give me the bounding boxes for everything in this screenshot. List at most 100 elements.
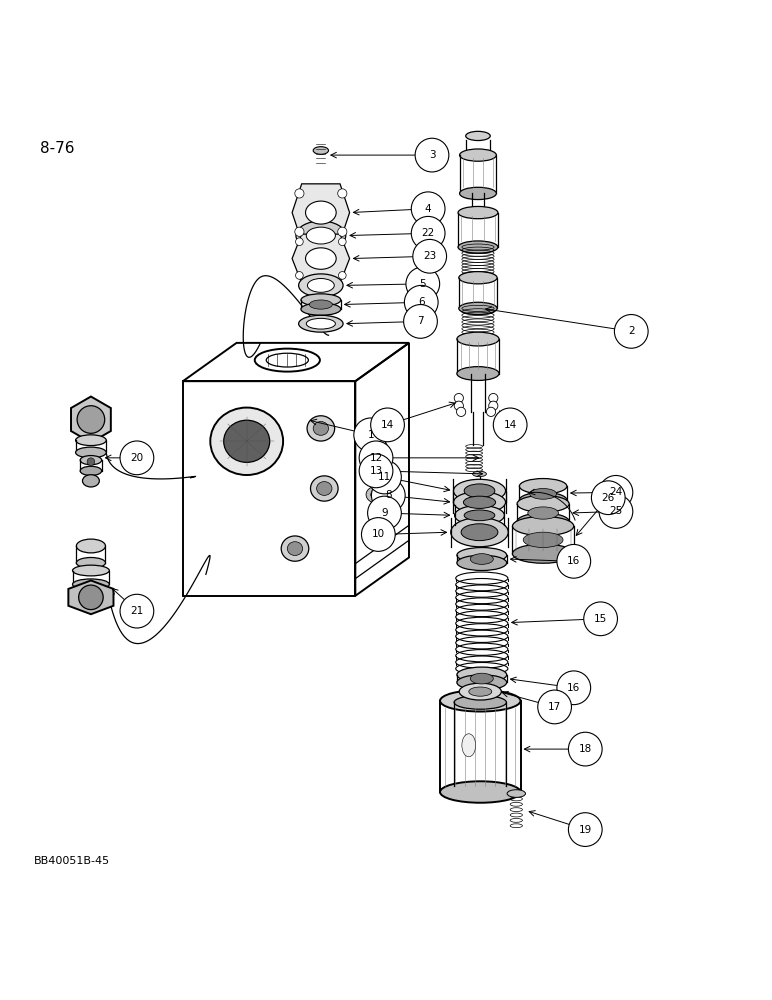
Circle shape [295, 227, 304, 236]
Circle shape [599, 495, 633, 528]
Ellipse shape [306, 318, 335, 329]
Circle shape [405, 285, 438, 319]
Ellipse shape [464, 510, 495, 521]
Text: 16: 16 [567, 683, 581, 693]
Circle shape [354, 418, 388, 452]
Ellipse shape [458, 241, 498, 253]
Circle shape [493, 408, 527, 442]
Circle shape [406, 267, 439, 301]
Ellipse shape [76, 539, 106, 553]
Ellipse shape [313, 422, 329, 435]
Ellipse shape [459, 302, 497, 315]
Ellipse shape [457, 555, 506, 571]
Ellipse shape [469, 688, 491, 695]
Circle shape [557, 544, 591, 578]
Circle shape [584, 602, 618, 636]
Text: 17: 17 [548, 702, 561, 712]
Text: 14: 14 [503, 420, 516, 430]
Polygon shape [69, 580, 113, 614]
Ellipse shape [366, 486, 388, 503]
Ellipse shape [224, 420, 269, 462]
Ellipse shape [453, 479, 506, 502]
Circle shape [411, 216, 445, 250]
Text: 1: 1 [367, 430, 374, 440]
Text: 16: 16 [567, 556, 581, 566]
Ellipse shape [80, 456, 102, 465]
Circle shape [454, 393, 463, 403]
Ellipse shape [306, 201, 336, 224]
Circle shape [413, 239, 446, 273]
Text: 10: 10 [372, 529, 385, 539]
Ellipse shape [310, 476, 338, 501]
Circle shape [599, 475, 633, 509]
Circle shape [538, 690, 571, 724]
Ellipse shape [255, 349, 320, 372]
Circle shape [337, 189, 347, 198]
Ellipse shape [301, 294, 340, 306]
Ellipse shape [440, 690, 520, 712]
Ellipse shape [76, 447, 107, 458]
Text: 6: 6 [418, 297, 425, 307]
Text: 23: 23 [423, 251, 436, 261]
Ellipse shape [287, 542, 303, 555]
Circle shape [295, 189, 304, 198]
Circle shape [404, 305, 438, 338]
Circle shape [359, 441, 393, 475]
Ellipse shape [523, 532, 563, 548]
Circle shape [77, 406, 105, 433]
Circle shape [557, 671, 591, 705]
Ellipse shape [299, 274, 343, 297]
Ellipse shape [459, 272, 497, 284]
Circle shape [87, 458, 95, 466]
Ellipse shape [457, 667, 506, 682]
Circle shape [359, 454, 393, 488]
Ellipse shape [313, 147, 329, 154]
Ellipse shape [530, 489, 557, 499]
Circle shape [338, 272, 346, 279]
Polygon shape [71, 397, 111, 443]
Ellipse shape [440, 781, 520, 803]
Ellipse shape [317, 482, 332, 495]
Circle shape [361, 518, 395, 551]
Text: 7: 7 [417, 316, 424, 326]
Ellipse shape [520, 492, 567, 508]
Ellipse shape [459, 149, 496, 161]
Ellipse shape [210, 408, 283, 475]
Ellipse shape [73, 565, 110, 576]
Ellipse shape [520, 479, 567, 494]
Text: 20: 20 [130, 453, 144, 463]
Ellipse shape [80, 466, 102, 475]
Ellipse shape [459, 187, 496, 200]
Polygon shape [292, 234, 350, 283]
Circle shape [489, 393, 498, 403]
Ellipse shape [461, 524, 498, 541]
Ellipse shape [462, 734, 476, 757]
Ellipse shape [306, 227, 335, 244]
Ellipse shape [464, 484, 495, 498]
Ellipse shape [517, 513, 569, 530]
Ellipse shape [458, 206, 498, 219]
Text: 12: 12 [370, 453, 383, 463]
Text: 8: 8 [385, 490, 391, 500]
Ellipse shape [366, 439, 388, 456]
Text: 26: 26 [601, 493, 615, 503]
Ellipse shape [296, 221, 346, 250]
Ellipse shape [470, 554, 493, 564]
Text: 5: 5 [419, 279, 426, 289]
Ellipse shape [528, 507, 558, 519]
Ellipse shape [76, 435, 107, 446]
Ellipse shape [306, 248, 336, 269]
Ellipse shape [455, 505, 504, 525]
Text: 4: 4 [425, 204, 432, 214]
Text: 9: 9 [381, 508, 388, 518]
Circle shape [411, 192, 445, 226]
Text: 24: 24 [609, 487, 622, 497]
Ellipse shape [463, 496, 496, 508]
Text: 19: 19 [579, 825, 592, 835]
Ellipse shape [83, 475, 100, 487]
Circle shape [120, 594, 154, 628]
Ellipse shape [466, 151, 490, 160]
Ellipse shape [459, 683, 501, 700]
Ellipse shape [457, 548, 506, 563]
Text: 15: 15 [594, 614, 608, 624]
